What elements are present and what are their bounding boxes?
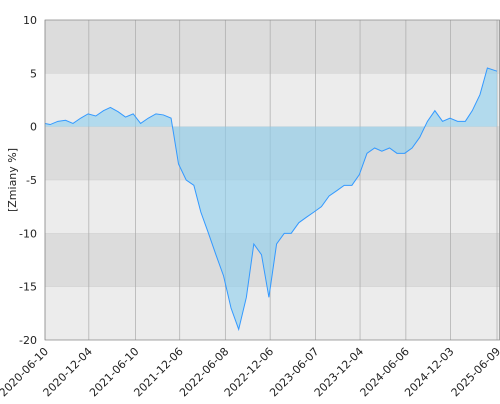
y-axis-label: [Zmiany %] bbox=[6, 148, 19, 212]
y-tick-label: 0 bbox=[30, 121, 37, 134]
grid-band bbox=[45, 20, 500, 74]
area-fill bbox=[45, 68, 498, 330]
y-tick-label: -15 bbox=[19, 281, 37, 294]
y-tick-label: -5 bbox=[26, 174, 37, 187]
y-tick-label: 10 bbox=[23, 14, 37, 27]
y-tick-label: 5 bbox=[30, 67, 37, 80]
grid-band bbox=[45, 286, 500, 340]
y-tick-label: -10 bbox=[19, 227, 37, 240]
y-tick-label: -20 bbox=[19, 334, 37, 347]
x-tick-label: 2025-06-09 bbox=[449, 345, 500, 399]
line bbox=[44, 67, 498, 332]
